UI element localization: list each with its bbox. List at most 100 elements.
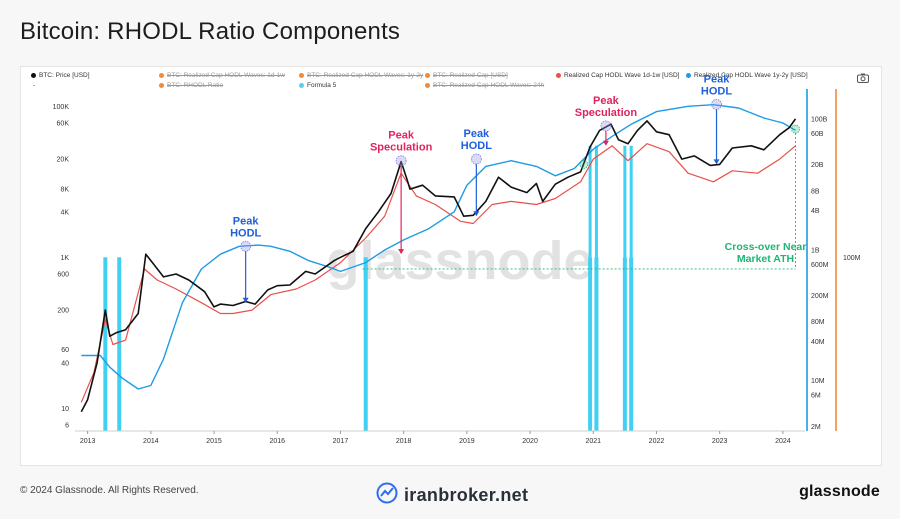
y-tick-label: 40 xyxy=(61,360,69,367)
legend-extra: - xyxy=(33,82,36,89)
y2-tick-label: 2M xyxy=(811,424,821,431)
crossover-marker xyxy=(791,124,800,134)
legend-swatch xyxy=(31,73,36,78)
legend-swatch xyxy=(299,83,304,88)
footer-brand[interactable]: iranbroker.net xyxy=(376,482,528,509)
y2-tick-label: 10M xyxy=(811,378,825,385)
legend-swatch xyxy=(686,73,691,78)
watermark-text: glassnode xyxy=(326,231,593,291)
page-title: Bitcoin: RHODL Ratio Components xyxy=(20,18,401,45)
y-tick-label: 1K xyxy=(60,255,69,262)
legend-item[interactable]: BTC: Realized Cap HODL Waves: 24h xyxy=(425,82,544,89)
peak-marker xyxy=(711,98,722,110)
x-tick-label: 2013 xyxy=(80,438,96,445)
y2-tick-label: 8B xyxy=(811,188,820,195)
legend-item[interactable]: BTC: Realized Cap HODL Waves: 1y-2y xyxy=(299,72,423,79)
annotation-label-speculation: Speculation xyxy=(370,142,433,154)
legend-item[interactable]: Realized Cap HODL Wave 1d-1w [USD] xyxy=(556,72,679,79)
formula-spike xyxy=(622,257,627,431)
legend-label: BTC: Realized Cap HODL Waves: 1d-1w xyxy=(167,72,286,79)
formula-spike xyxy=(594,145,598,258)
y2-tick-label: 60B xyxy=(811,131,824,138)
annotation-label-hodl: Peak xyxy=(463,128,490,140)
crossover-label: Cross-over Near xyxy=(725,241,807,253)
x-tick-label: 2015 xyxy=(206,438,222,445)
x-tick-label: 2022 xyxy=(649,438,665,445)
x-tick-label: 2018 xyxy=(396,438,412,445)
y2-tick-label: 40M xyxy=(811,339,825,346)
y2-tick-label: 4B xyxy=(811,208,820,215)
rhodl-chart: glassnode 6 10 40 60 200 600 1K 4K 8K 20K 60K 100K 2M… xyxy=(53,73,861,445)
peak-marker xyxy=(600,120,612,132)
legend-swatch xyxy=(299,73,304,78)
y2-tick-label: 100B xyxy=(811,117,828,124)
legend-label: BTC: Realized Cap HODL Waves: 24h xyxy=(433,82,545,89)
series-line xyxy=(80,118,797,413)
series-line xyxy=(80,143,796,403)
crossover-label: Market ATH xyxy=(737,253,794,265)
crossover-marker xyxy=(579,159,589,169)
y2-tick-label: 200M xyxy=(811,293,829,300)
formula-spike xyxy=(629,145,633,258)
legend-label: BTC: Realized Cap HODL Waves: 1y-2y xyxy=(307,72,424,79)
brand-name: iranbroker.net xyxy=(404,485,529,505)
legend-swatch xyxy=(159,83,164,88)
annotation-label-hodl: HODL xyxy=(230,227,261,239)
formula-spike xyxy=(103,257,108,431)
y2-tick-label: 600M xyxy=(811,262,829,269)
chart-panel: BTC: Price [USD] BTC: Realized Cap HODL W… xyxy=(20,66,882,466)
annotation-label-speculation: Speculation xyxy=(575,107,638,119)
formula-spike xyxy=(594,257,599,431)
y-tick-label: 60K xyxy=(57,121,70,128)
legend-item[interactable]: BTC: Price [USD] xyxy=(31,72,90,79)
brand-logo-icon xyxy=(376,482,398,509)
legend-item[interactable]: Realized Cap HODL Wave 1y-2y [USD] xyxy=(686,72,808,79)
y2-tick-label: 6M xyxy=(811,393,821,400)
y-tick-label: 10 xyxy=(61,406,69,413)
camera-icon[interactable] xyxy=(857,73,869,86)
y-tick-label: 200 xyxy=(57,308,69,315)
legend-swatch xyxy=(556,73,561,78)
y-tick-label: 100K xyxy=(53,104,70,111)
legend-label: Realized Cap HODL Wave 1d-1w [USD] xyxy=(564,72,680,79)
legend-swatch xyxy=(425,73,430,78)
y2-tick-label: 80M xyxy=(811,319,825,326)
annotation-label-speculation: Peak xyxy=(388,130,415,142)
x-tick-label: 2019 xyxy=(459,438,475,445)
annotation-label-hodl: Peak xyxy=(704,73,731,85)
footer-copyright: © 2024 Glassnode. All Rights Reserved. xyxy=(20,485,199,496)
annotation-arrow-head xyxy=(398,249,405,255)
legend-label: BTC: Price [USD] xyxy=(39,72,90,79)
y3-tick-label: 100M xyxy=(843,255,861,262)
x-tick-label: 2014 xyxy=(143,438,159,445)
formula-spike xyxy=(117,257,122,431)
legend-label: BTC: RHODL Ratio xyxy=(167,82,224,89)
x-tick-label: 2021 xyxy=(585,438,601,445)
x-tick-label: 2024 xyxy=(775,438,791,445)
annotation-arrow-head xyxy=(713,159,720,165)
annotation-label-hodl: Peak xyxy=(233,215,260,227)
peak-marker xyxy=(470,153,482,165)
legend-label: Formula 5 xyxy=(307,82,337,89)
y-tick-label: 8K xyxy=(60,187,69,194)
legend-item[interactable]: BTC: Realized Cap HODL Waves: 1d-1w xyxy=(159,72,285,79)
legend-label: Realized Cap HODL Wave 1y-2y [USD] xyxy=(694,72,808,79)
glassnode-logo: glassnode xyxy=(799,483,880,500)
y2-tick-label: 1B xyxy=(811,247,820,254)
annotation-label-speculation: Peak xyxy=(593,95,620,107)
formula-spike xyxy=(623,145,627,258)
formula-spike xyxy=(629,257,634,431)
series-line xyxy=(81,104,796,390)
formula-spike xyxy=(363,257,368,431)
y-tick-label: 20K xyxy=(57,157,70,164)
formula-spike xyxy=(588,257,593,431)
chart-legend: BTC: Price [USD] BTC: Realized Cap HODL W… xyxy=(31,72,831,94)
annotation-arrow-head xyxy=(602,140,609,146)
legend-label: BTC: Realized Cap [USD] xyxy=(433,72,508,79)
y-tick-label: 6 xyxy=(65,423,69,430)
peak-marker xyxy=(395,155,407,167)
x-tick-label: 2016 xyxy=(269,438,285,445)
legend-item[interactable]: Formula 5 xyxy=(299,82,336,89)
legend-item[interactable]: BTC: Realized Cap [USD] xyxy=(425,72,508,79)
legend-item[interactable]: BTC: RHODL Ratio xyxy=(159,82,223,89)
